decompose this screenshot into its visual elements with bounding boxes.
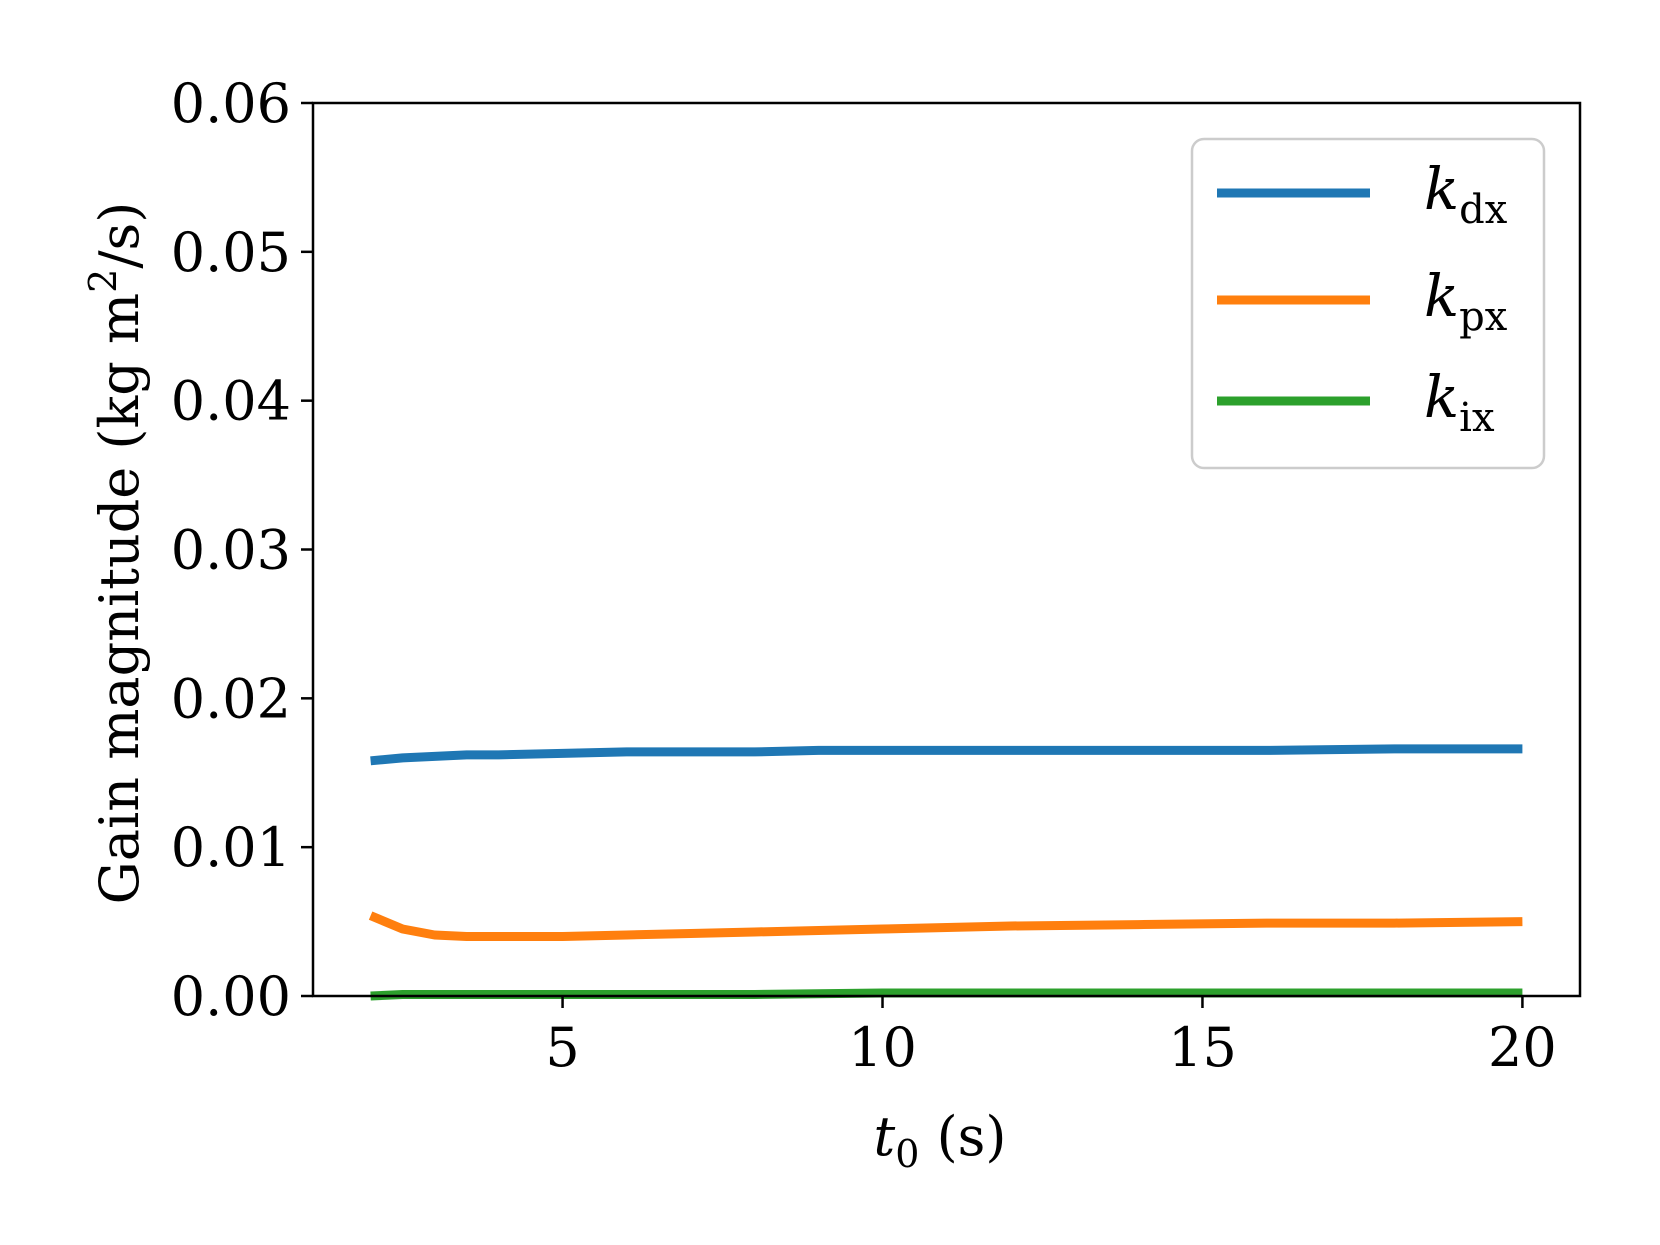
y-axis-label: Gain magnitude (kg m2/s) [81, 202, 151, 905]
y-tick-label: 0.04 [171, 370, 291, 433]
y-tick-label: 0.06 [171, 72, 291, 135]
y-tick-label: 0.05 [171, 221, 291, 284]
x-tick-label: 20 [1488, 1016, 1557, 1079]
x-tick-label: 10 [848, 1016, 917, 1079]
legend-label-ix: kix [1424, 363, 1495, 441]
series-line-dx [370, 744, 1523, 766]
x-axis-ticks: 5 10 15 20 [545, 996, 1557, 1079]
y-tick-label: 0.03 [171, 519, 291, 582]
y-tick-label: 0.01 [171, 816, 291, 879]
legend-label-dx: kdx [1424, 155, 1508, 233]
x-tick-label: 15 [1168, 1016, 1237, 1079]
series-line-px [368, 911, 1523, 941]
legend-items: kdx kpx kix [1217, 155, 1508, 441]
x-tick-label: 5 [545, 1016, 579, 1079]
y-tick-label: 0.02 [171, 667, 291, 730]
legend-label-px: kpx [1424, 262, 1508, 340]
y-tick-label: 0.00 [171, 965, 291, 1028]
plot-lines [368, 744, 1523, 1001]
series-line-ix [370, 988, 1523, 1001]
legend: kdx kpx kix [1190, 137, 1546, 470]
y-axis-ticks: 0.00 0.01 0.02 0.03 0.04 0.05 0.06 [171, 72, 313, 1028]
x-axis-label: t0 (s) [874, 1105, 1007, 1176]
